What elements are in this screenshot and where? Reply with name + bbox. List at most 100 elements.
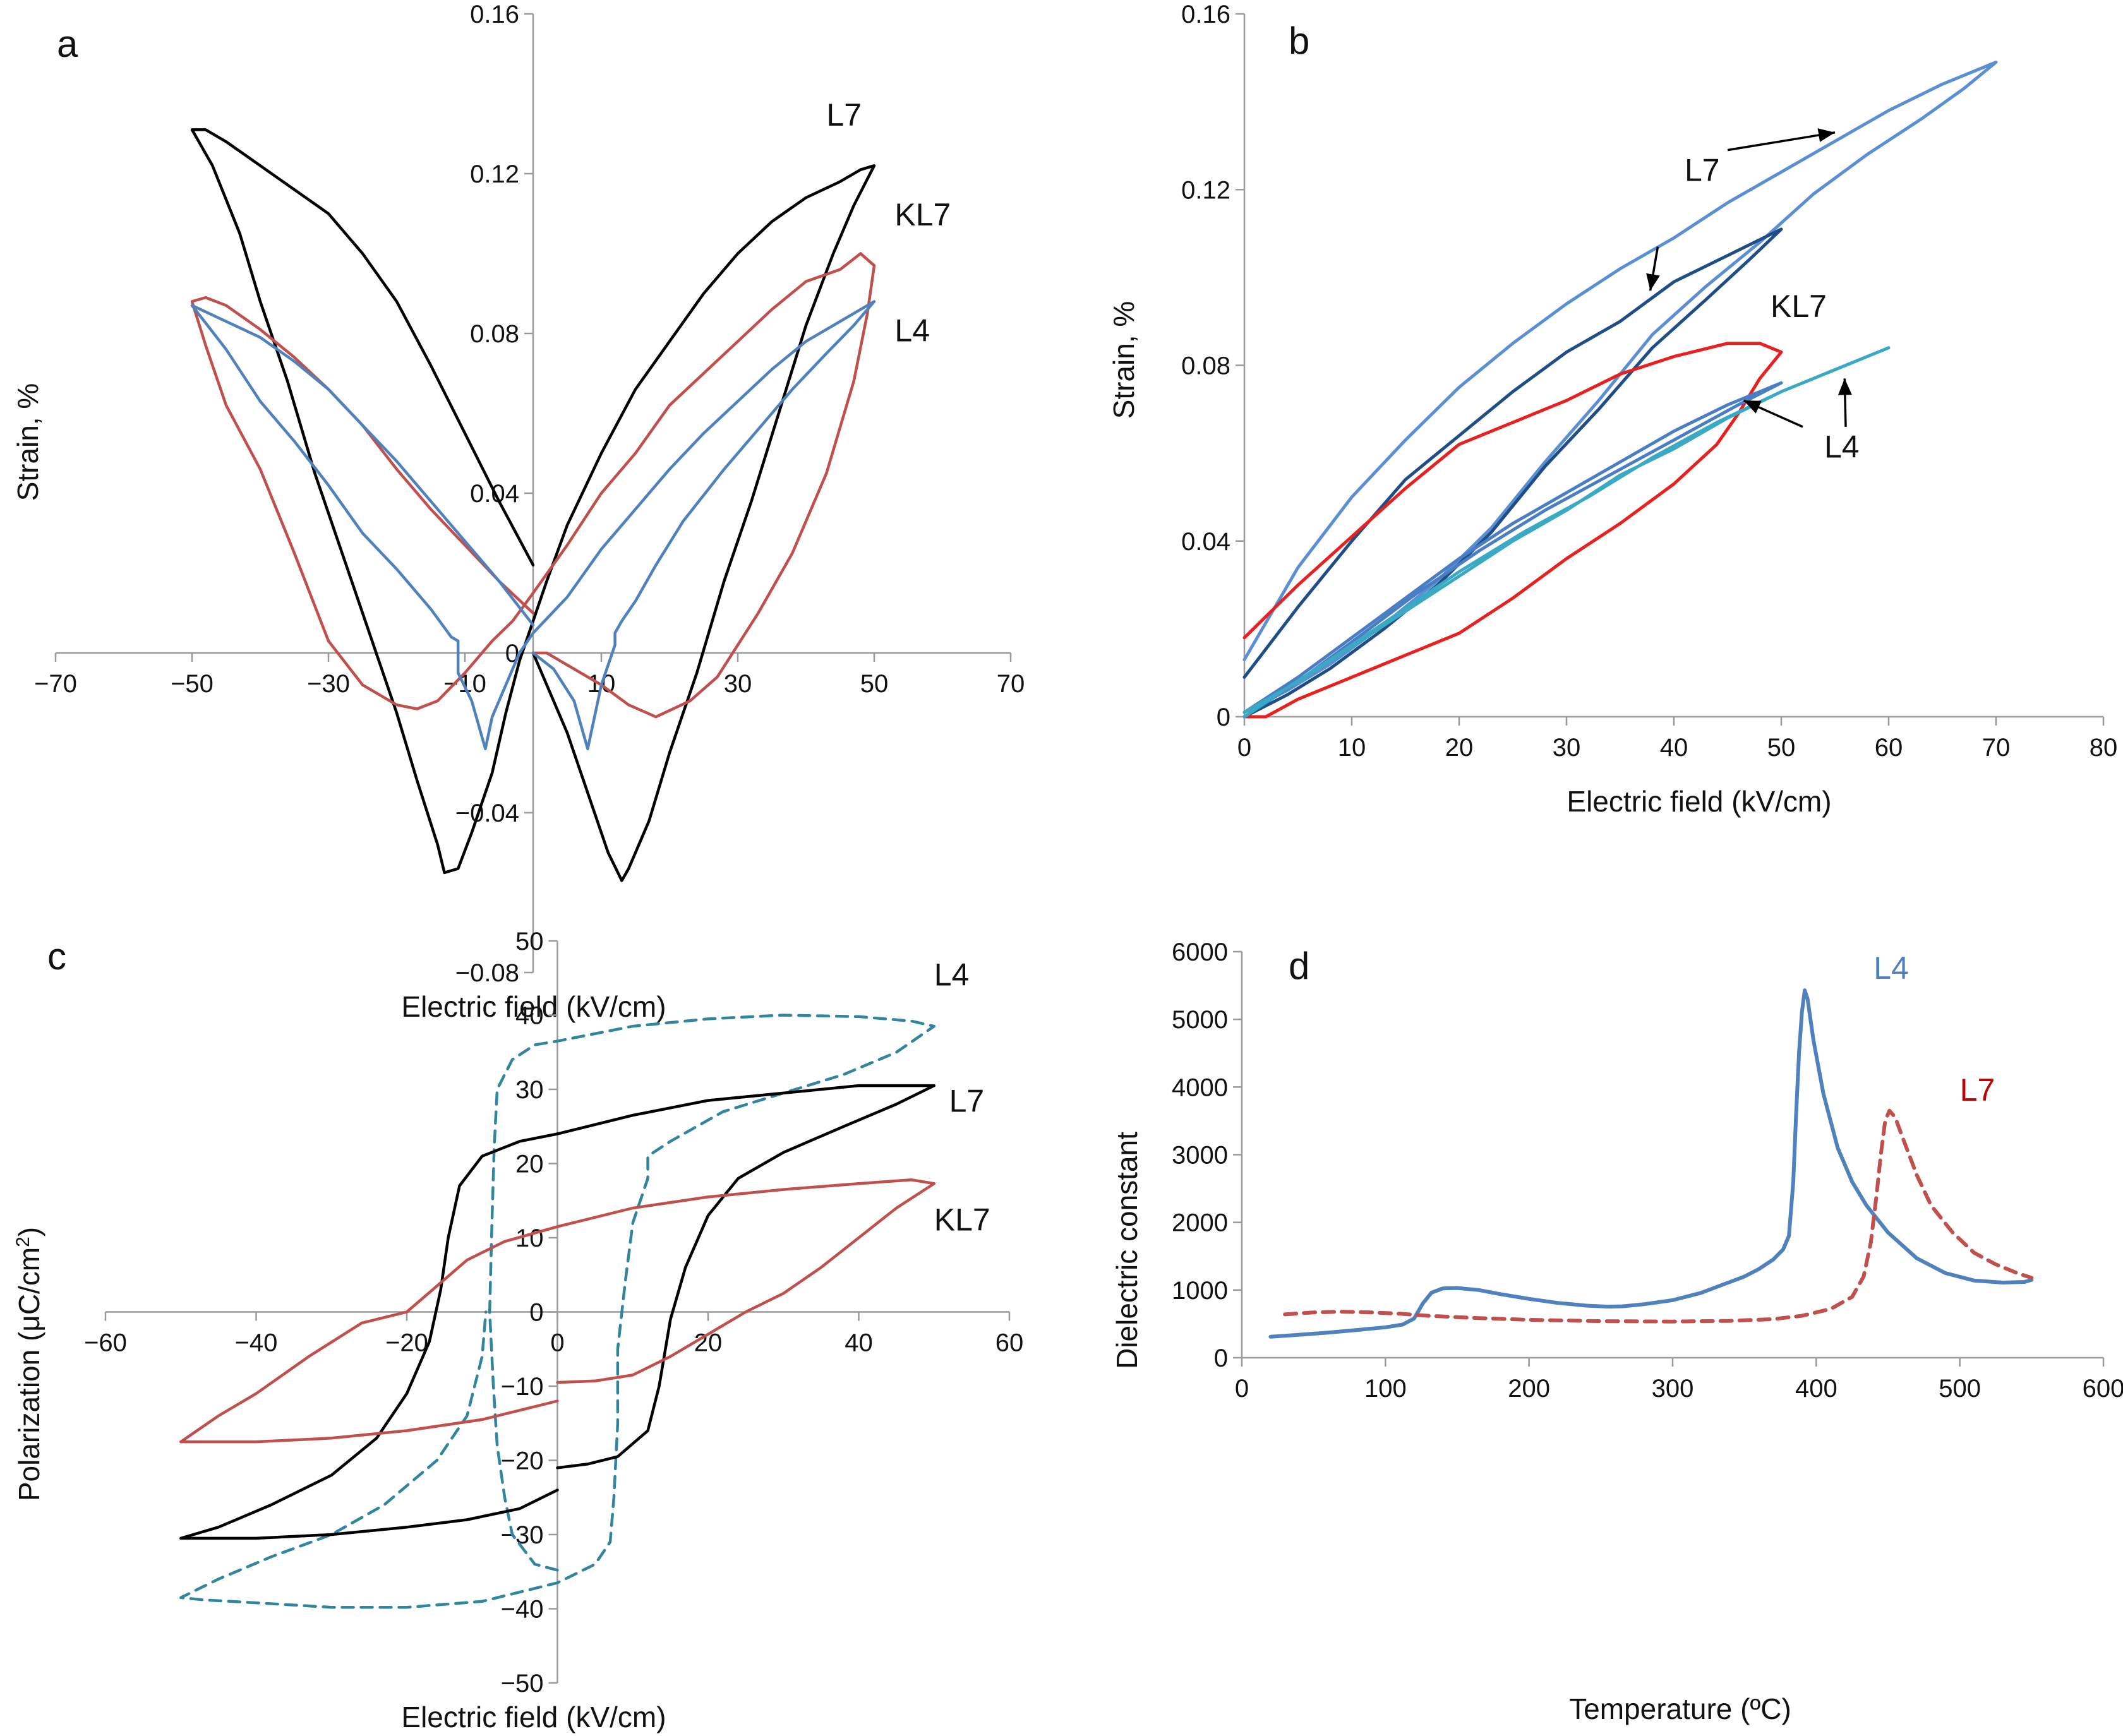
series-line-l7-70-kv-cm-: [1242, 61, 1998, 714]
x-tick-label: 60: [1875, 734, 1903, 762]
x-tick-label: 600: [2083, 1375, 2123, 1403]
series-annotation: KL7: [934, 1202, 990, 1237]
y-tick-label: 0.12: [1181, 176, 1230, 204]
x-tick-label: 100: [1364, 1375, 1407, 1403]
arrowhead-icon: [1743, 400, 1762, 414]
x-tick-label: 40: [1660, 734, 1688, 762]
series-annotation: L4: [934, 957, 970, 993]
series-line-kl7: [179, 1178, 936, 1444]
series-annotation: L7: [949, 1083, 985, 1118]
x-tick-label: −30: [307, 670, 350, 698]
x-tick-label: 80: [2090, 734, 2118, 762]
annotation-arrow-line: [1727, 131, 1836, 152]
y-tick-label: 40: [515, 1002, 544, 1030]
series-line-kl7: [190, 252, 876, 719]
x-tick-label: 60: [995, 1329, 1024, 1357]
series-line-l4: [179, 1014, 936, 1609]
y-axis-label: Polarization (μC/cm2): [13, 1227, 46, 1501]
x-tick-label: 30: [724, 670, 752, 698]
y-tick-label: 5000: [1172, 1006, 1228, 1034]
x-tick-label: 70: [997, 670, 1025, 698]
panel-a-strain-bipolar: −70 −50 −30 −10 10 30 50 70−0.08−0.0400.040.080…: [11, 1, 1025, 1023]
y-tick-label: 20: [515, 1151, 544, 1178]
series-annotation: L7: [1960, 1072, 1995, 1108]
x-tick-label: 0: [1237, 734, 1251, 762]
y-tick-label: 3000: [1172, 1142, 1228, 1170]
y-tick-label: 0: [1214, 1344, 1228, 1372]
series-annotation: L4: [1873, 950, 1909, 986]
series-line-l4-60-kv-cm-: [1242, 346, 1891, 719]
x-axis-label: Electric field (kV/cm): [401, 1701, 666, 1733]
series-line-l4-50-kv-cm-: [1242, 381, 1783, 719]
x-tick-label: 70: [1982, 734, 2011, 762]
series-line-kl7: [1242, 342, 1783, 719]
y-tick-label: 0: [1217, 703, 1230, 731]
y-tick-label: 0.08: [1181, 352, 1230, 380]
panel-b-strain-unipolar: 0 10 20 30 40 50 60 70 80 0 0.04 0.08 0.12 0.16 L7 KL7 L…: [1107, 1, 2117, 818]
x-tick-label: 300: [1652, 1375, 1694, 1403]
y-tick-label: 30: [515, 1076, 544, 1104]
x-tick-label: 200: [1508, 1375, 1550, 1403]
x-tick-label: 0: [550, 1329, 564, 1357]
y-tick-label: −50: [501, 1670, 544, 1697]
y-axis-label: Strain, %: [11, 383, 44, 501]
y-tick-label: 0.04: [1181, 528, 1230, 556]
y-tick-label: 0.08: [470, 320, 519, 348]
panel-label: b: [1289, 20, 1309, 62]
x-axis-label: Temperature (ºC): [1569, 1692, 1791, 1725]
series-line-l4: [190, 300, 876, 751]
y-tick-label: 2000: [1172, 1209, 1228, 1237]
y-tick-label: −40: [501, 1596, 544, 1624]
y-axis-label-superscript: 2: [13, 1236, 33, 1247]
y-tick-label: 0.12: [470, 160, 519, 188]
x-axis-label: Electric field (kV/cm): [401, 990, 666, 1023]
x-tick-label: −40: [235, 1329, 278, 1357]
y-tick-label: −0.04: [455, 799, 519, 827]
x-tick-label: 50: [1767, 734, 1796, 762]
x-tick-label: 20: [1445, 734, 1474, 762]
x-tick-label: −50: [171, 670, 214, 698]
y-tick-label: −10: [501, 1373, 544, 1401]
y-tick-label: 0.16: [470, 1, 519, 28]
y-axis-label-tail: ): [13, 1227, 45, 1236]
arrowhead-icon: [1837, 378, 1852, 395]
x-axis-label: Electric field (kV/cm): [1567, 785, 1831, 818]
y-tick-label: 50: [515, 928, 544, 955]
arrowhead-icon: [1817, 128, 1835, 142]
x-tick-label: 500: [1939, 1375, 1981, 1403]
series-annotation: L7: [1685, 152, 1720, 188]
y-tick-label: 1000: [1172, 1277, 1228, 1305]
series-line-l7: [179, 1084, 936, 1540]
y-tick-label: 0: [529, 1299, 543, 1327]
y-axis-label: Strain, %: [1107, 301, 1140, 419]
panel-label: a: [57, 23, 78, 65]
x-tick-label: −20: [385, 1329, 428, 1357]
series-annotation: KL7: [894, 197, 951, 232]
y-tick-label: 4000: [1172, 1074, 1228, 1101]
series-line-l7: [190, 128, 876, 882]
y-tick-label: 0: [505, 640, 519, 667]
arrowhead-icon: [1646, 273, 1660, 291]
x-tick-label: 30: [1553, 734, 1581, 762]
series-line-l7: [1283, 1108, 2034, 1324]
x-tick-label: 10: [1338, 734, 1366, 762]
x-tick-label: 400: [1795, 1375, 1837, 1403]
series-annotation: L4: [894, 313, 930, 349]
x-tick-label: 40: [845, 1329, 873, 1357]
y-tick-label: 6000: [1172, 938, 1228, 966]
series-annotation: KL7: [1771, 289, 1827, 324]
panel-label: d: [1289, 945, 1309, 987]
x-tick-label: −60: [84, 1329, 127, 1357]
series-annotation: L4: [1824, 429, 1860, 465]
x-tick-label: 0: [1235, 1375, 1249, 1403]
panel-c-polarization-loops: −60 −40 −20 0 20 40 60−50−40−30−20−10010203040…: [13, 928, 1024, 1733]
y-tick-label: −20: [501, 1447, 544, 1475]
panel-d-dielectric-constant: 0 100 200 300 400 500 600010002000300040005000…: [1110, 938, 2123, 1725]
y-tick-label: −0.08: [455, 959, 519, 987]
series-line-l4: [1268, 988, 2034, 1339]
panel-label: c: [47, 935, 66, 978]
series-line-l7-50-kv-cm-: [1242, 227, 1783, 719]
x-tick-label: 50: [860, 670, 889, 698]
y-tick-label: −30: [501, 1521, 544, 1549]
